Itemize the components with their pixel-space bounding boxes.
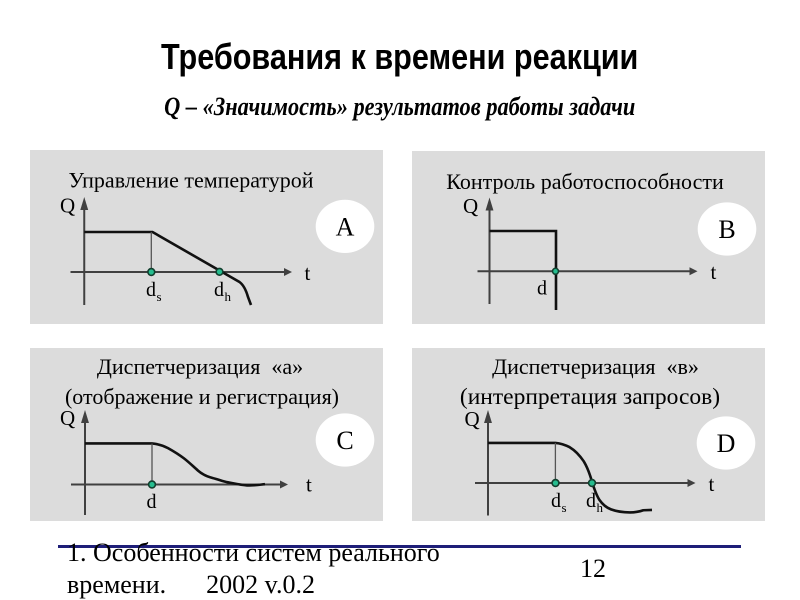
svg-text:s: s xyxy=(157,289,162,304)
svg-text:t: t xyxy=(711,260,717,284)
svg-text:d: d xyxy=(146,279,156,301)
svg-text:Q: Q xyxy=(463,194,478,218)
svg-text:t: t xyxy=(306,473,312,497)
svg-text:t: t xyxy=(305,261,311,285)
svg-text:Диспетчеризация «а»: Диспетчеризация «а» xyxy=(97,354,303,379)
svg-text:D: D xyxy=(717,429,736,458)
svg-text:d: d xyxy=(147,491,157,513)
svg-text:Управление температурой: Управление температурой xyxy=(69,168,314,193)
svg-text:B: B xyxy=(718,215,735,244)
svg-text:d: d xyxy=(214,279,224,301)
svg-text:A: A xyxy=(336,213,355,242)
svg-text:d: d xyxy=(551,490,561,512)
svg-text:(отображение и регистрация): (отображение и регистрация) xyxy=(65,384,339,409)
svg-text:t: t xyxy=(709,472,715,496)
svg-text:Q: Q xyxy=(60,194,75,218)
svg-text:s: s xyxy=(562,500,567,515)
svg-text:d: d xyxy=(537,278,547,300)
svg-text:Диспетчеризация «в»: Диспетчеризация «в» xyxy=(492,354,699,379)
svg-text:h: h xyxy=(597,500,604,515)
svg-text:(интерпретация запросов): (интерпретация запросов) xyxy=(460,384,720,410)
svg-text:C: C xyxy=(336,426,353,455)
svg-text:d: d xyxy=(586,490,596,512)
svg-text:h: h xyxy=(225,289,232,304)
svg-text:Q: Q xyxy=(60,406,75,430)
svg-text:Q: Q xyxy=(465,407,480,431)
svg-text:Контроль работоспособности: Контроль работоспособности xyxy=(446,169,724,194)
